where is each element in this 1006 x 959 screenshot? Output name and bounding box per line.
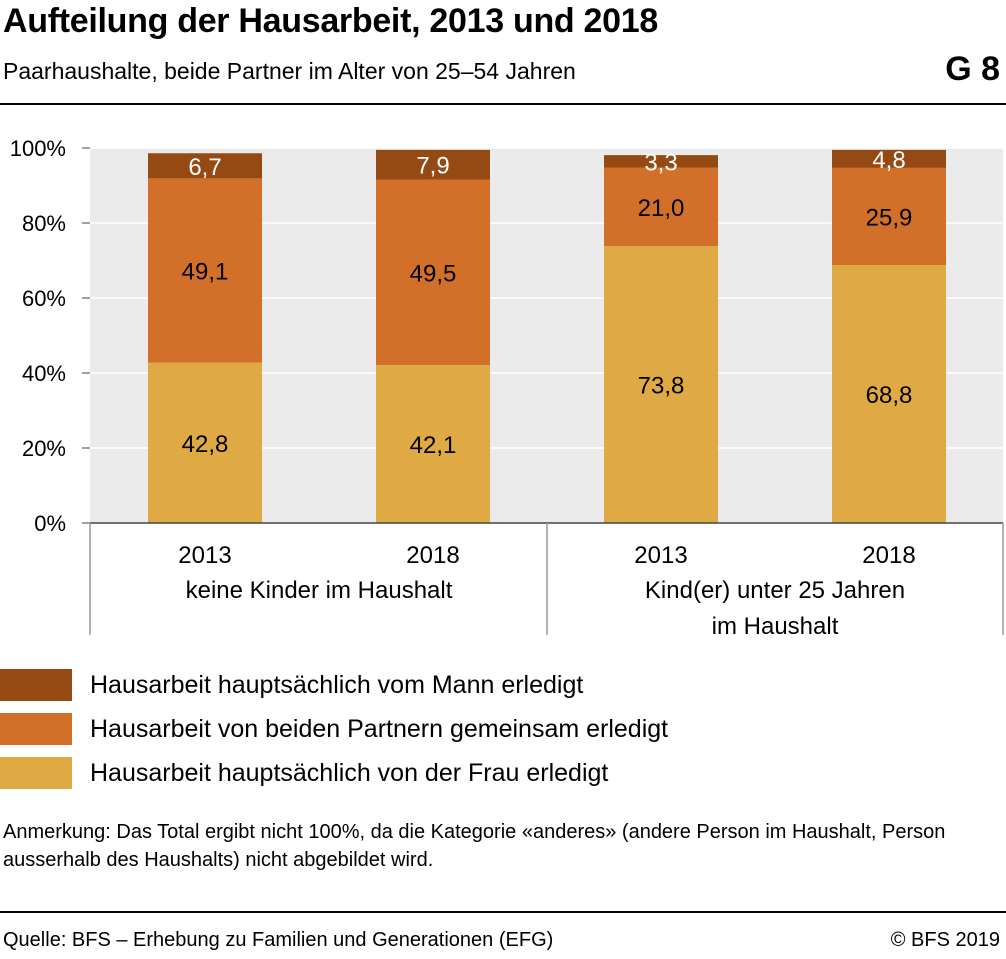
bar-segment bbox=[376, 365, 490, 523]
legend-swatch bbox=[0, 713, 72, 745]
bar-segment bbox=[604, 167, 718, 247]
legend-label: Hausarbeit hauptsächlich von der Frau er… bbox=[90, 758, 609, 787]
bar-segment bbox=[148, 153, 262, 179]
y-tick-label: 60% bbox=[22, 286, 66, 311]
legend-item-mann: Hausarbeit hauptsächlich vom Mann erledi… bbox=[0, 668, 583, 702]
data-label: 42,8 bbox=[182, 431, 229, 458]
y-tick-label: 0% bbox=[34, 511, 66, 536]
group-label: keine Kinder im Haushalt bbox=[186, 577, 453, 604]
y-tick-label: 100% bbox=[10, 136, 66, 161]
x-tick-label: 2013 bbox=[634, 542, 687, 569]
y-tick-label: 40% bbox=[22, 361, 66, 386]
footnote: Anmerkung: Das Total ergibt nicht 100%, … bbox=[3, 821, 946, 871]
chart-title: Aufteilung der Hausarbeit, 2013 und 2018 bbox=[3, 2, 658, 40]
header-rule bbox=[0, 103, 1006, 105]
data-label: 4,8 bbox=[872, 147, 905, 174]
bar-segment bbox=[604, 155, 718, 168]
data-label: 73,8 bbox=[638, 373, 685, 400]
bar-segment bbox=[376, 179, 490, 366]
bar-segment bbox=[832, 149, 946, 168]
x-tick-label: 2018 bbox=[862, 542, 915, 569]
data-label: 42,1 bbox=[410, 432, 457, 459]
legend-label: Hausarbeit hauptsächlich vom Mann erledi… bbox=[90, 670, 584, 699]
bar-segment bbox=[832, 265, 946, 523]
source-text: Quelle: BFS – Erhebung zu Familien und G… bbox=[3, 929, 554, 951]
bar-segment bbox=[376, 149, 490, 180]
legend-label: Hausarbeit von beiden Partnern gemeinsam… bbox=[90, 714, 669, 743]
group-label: Kind(er) unter 25 Jahren bbox=[645, 577, 905, 604]
legend-swatch bbox=[0, 669, 72, 701]
y-tick-label: 80% bbox=[22, 211, 66, 236]
data-label: 49,5 bbox=[410, 260, 457, 287]
legend-item-beide: Hausarbeit von beiden Partnern gemeinsam… bbox=[0, 712, 668, 746]
bar-segment bbox=[148, 178, 262, 363]
legend-item-frau: Hausarbeit hauptsächlich von der Frau er… bbox=[0, 756, 608, 790]
bar-segment bbox=[148, 362, 262, 523]
data-label: 68,8 bbox=[866, 382, 913, 409]
copyright-text: © BFS 2019 bbox=[890, 929, 1000, 951]
y-tick-label: 20% bbox=[22, 436, 66, 461]
chart-subtitle: Paarhaushalte, beide Partner im Alter vo… bbox=[3, 58, 576, 84]
footer-rule bbox=[0, 911, 1006, 913]
data-label: 49,1 bbox=[182, 258, 229, 285]
legend-swatch bbox=[0, 757, 72, 789]
data-label: 6,7 bbox=[188, 154, 221, 181]
x-tick-label: 2013 bbox=[178, 542, 231, 569]
group-label: im Haushalt bbox=[712, 613, 839, 640]
stacked-bar-chart: 0% 20% 40% 60% 80% 100% 42,8 49,1 6,7 42,1 49,5 7,9… bbox=[10, 136, 1004, 640]
bar-segment bbox=[604, 246, 718, 523]
data-label: 21,0 bbox=[638, 195, 685, 222]
data-label: 25,9 bbox=[866, 204, 913, 231]
figure-number: G 8 bbox=[945, 50, 1000, 88]
data-label: 3,3 bbox=[644, 149, 677, 176]
bar-segment bbox=[832, 167, 946, 265]
x-tick-label: 2018 bbox=[406, 542, 459, 569]
data-label: 7,9 bbox=[416, 153, 449, 180]
